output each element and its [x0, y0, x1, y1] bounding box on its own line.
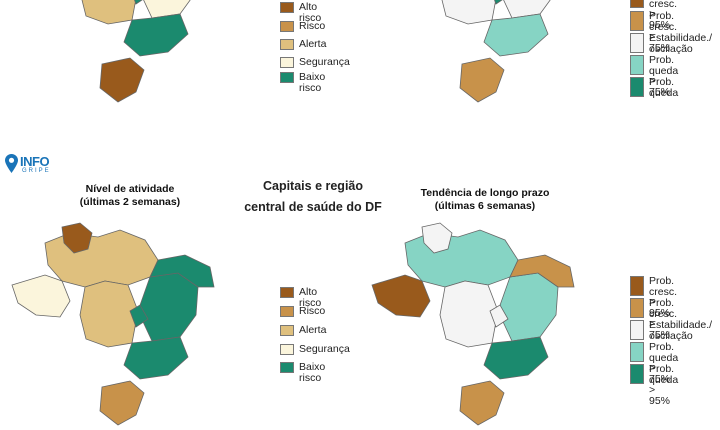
legend-label: Risco [299, 305, 326, 317]
region-df [489, 304, 509, 328]
map-pin-icon [5, 154, 18, 173]
legend-activity-bottom: Alto risco Risco Alerta Segurança Baixo … [280, 287, 370, 387]
heading-activity: Nível de atividade (últimas 2 semanas) [79, 183, 181, 208]
legend-swatch [630, 11, 644, 31]
legend-swatch [280, 39, 294, 50]
region-w [371, 274, 431, 318]
brazil-map-bottom-trend [371, 222, 575, 426]
legend-trend-bottom: Prob. cresc. > 95% Prob. cresc. > 75% Es… [630, 275, 720, 406]
map-bottom-trend [360, 215, 600, 430]
brazil-map-top-trend [441, 0, 551, 103]
legend-label: Segurança [299, 343, 350, 355]
legend-swatch [630, 298, 644, 318]
map-bottom-activity [0, 215, 240, 430]
region-ne [149, 254, 215, 288]
legend-label: Risco [299, 20, 326, 32]
legend-swatch [280, 344, 294, 355]
legend-label: Alto risco [299, 286, 322, 309]
region-df [134, 0, 143, 5]
region-df [494, 0, 503, 5]
legend-activity-top: Alto risco Risco Alerta Segurança Baixo … [280, 0, 370, 94]
legend-label: Prob. cresc. > 75% [649, 297, 678, 341]
legend-swatch [630, 320, 644, 340]
region-s [459, 380, 505, 426]
region-e [143, 0, 191, 19]
region-nw [61, 222, 93, 254]
legend-swatch [280, 287, 294, 298]
map-top-activity [0, 0, 240, 150]
region-c [439, 280, 499, 348]
heading-trend: Tendência de longo prazo (últimas 6 sema… [420, 187, 550, 212]
map-shapes [11, 222, 215, 426]
legend-label: Estabilidade./ oscilação [649, 32, 713, 55]
legend-label: Prob. queda > 95% [649, 76, 679, 100]
legend-swatch [630, 364, 644, 384]
legend-swatch [630, 33, 644, 53]
legend-swatch [630, 55, 644, 75]
region-w [11, 274, 71, 318]
legend-label: Prob. queda > 75% [649, 54, 679, 98]
map-shapes [371, 222, 575, 426]
legend-label: Alerta [299, 324, 327, 336]
region-s [99, 380, 145, 426]
legend-label: Prob. queda > 95% [649, 363, 679, 407]
legend-swatch [280, 362, 294, 373]
legend-trend-top: Prob. cresc. > 95% Prob. cresc. > 75% Es… [630, 0, 720, 100]
region-e [503, 0, 551, 19]
brazil-map-bottom-activity [11, 222, 215, 426]
legend-swatch [630, 342, 644, 362]
legend-label: Prob. queda > 75% [649, 341, 679, 385]
map-shapes [81, 0, 191, 103]
region-e [137, 272, 199, 342]
legend-swatch [280, 2, 294, 13]
region-e [497, 272, 559, 342]
legend-swatch [630, 276, 644, 296]
legend-swatch [280, 306, 294, 317]
legend-label: Baixo risco [299, 361, 326, 384]
map-shapes [441, 0, 551, 103]
region-se [483, 13, 549, 57]
map-top-trend [360, 0, 600, 150]
legend-label: Prob. cresc. > 95% [649, 0, 678, 31]
legend-label: Alerta [299, 38, 327, 50]
region-s [99, 57, 145, 103]
region-c [441, 0, 497, 25]
legend-swatch [630, 0, 644, 8]
center-title: Capitais e região central de saúde do DF [244, 179, 382, 214]
logo-name: INFO [20, 154, 50, 169]
legend-label: Alto risco [299, 1, 322, 24]
legend-swatch [280, 325, 294, 336]
region-se [123, 336, 189, 380]
legend-swatch [280, 72, 294, 83]
region-n [44, 229, 159, 288]
region-se [123, 13, 189, 57]
legend-swatch [280, 57, 294, 68]
region-df [129, 304, 149, 328]
legend-label: Segurança [299, 56, 350, 68]
infogripe-logo: INFO GRIPE [5, 154, 65, 180]
legend-swatch [630, 77, 644, 97]
region-c [81, 0, 137, 25]
brazil-map-top-activity [81, 0, 191, 103]
region-n [404, 229, 519, 288]
legend-label: Estabilidade./ oscilação [649, 319, 713, 342]
region-nw [421, 222, 453, 254]
legend-label: Prob. cresc. > 75% [649, 10, 678, 54]
region-se [483, 336, 549, 380]
legend-label: Baixo risco [299, 71, 326, 94]
legend-swatch [280, 21, 294, 32]
region-ne [509, 254, 575, 288]
logo-subtitle: GRIPE [22, 168, 51, 174]
region-s [459, 57, 505, 103]
legend-label: Prob. cresc. > 95% [649, 275, 678, 319]
region-c [79, 280, 139, 348]
